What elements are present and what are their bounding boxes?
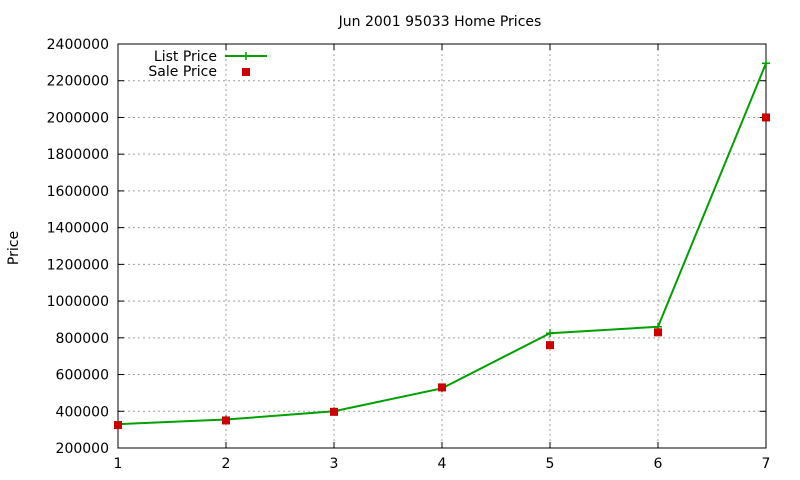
x-tick-label: 3	[330, 456, 339, 472]
y-tick-label: 1400000	[47, 221, 109, 237]
sale-price-point	[222, 416, 230, 425]
chart-title: Jun 2001 95033 Home Prices	[338, 14, 542, 30]
grid	[118, 44, 766, 448]
sale-price-point	[546, 341, 554, 350]
x-tick-label: 4	[438, 456, 447, 472]
y-tick-label: 200000	[56, 441, 109, 457]
sale-price-point	[438, 383, 446, 392]
y-tick-label: 2000000	[47, 110, 109, 126]
legend-label-sale-price: Sale Price	[148, 64, 217, 80]
y-tick-label: 2200000	[47, 74, 109, 90]
axis-ticks: 2000004000006000008000001000000120000014…	[47, 37, 771, 472]
y-tick-label: 800000	[56, 331, 109, 347]
sale-price-point	[114, 421, 122, 430]
list-price-point	[546, 329, 554, 338]
x-tick-label: 7	[762, 456, 771, 472]
x-tick-label: 6	[654, 456, 663, 472]
sale-price-point	[330, 407, 338, 416]
y-tick-label: 1200000	[47, 257, 109, 273]
y-tick-label: 2400000	[47, 37, 109, 53]
y-tick-label: 1600000	[47, 184, 109, 200]
y-tick-label: 400000	[56, 404, 109, 420]
y-axis-label: Price	[6, 231, 22, 265]
x-tick-label: 1	[114, 456, 123, 472]
x-tick-label: 2	[222, 456, 231, 472]
list-price-point	[762, 59, 770, 68]
sale-price-point	[654, 328, 662, 337]
y-tick-label: 600000	[56, 368, 109, 384]
legend-label-list-price: List Price	[154, 49, 217, 65]
legend-marker-sale-price	[242, 68, 250, 76]
x-tick-label: 5	[546, 456, 555, 472]
y-tick-label: 1800000	[47, 147, 109, 163]
series-layer	[114, 59, 770, 430]
sale-price-point	[762, 113, 770, 122]
y-tick-label: 1000000	[47, 294, 109, 310]
